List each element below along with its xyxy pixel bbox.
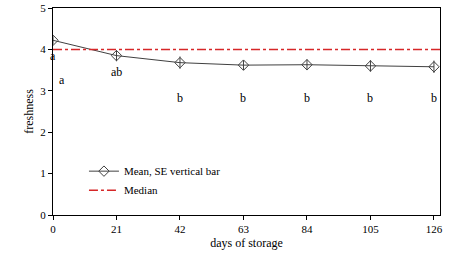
svg-text:0: 0	[40, 209, 46, 221]
svg-text:b: b	[304, 91, 310, 105]
svg-text:3: 3	[40, 85, 46, 97]
svg-text:days of storage: days of storage	[210, 236, 283, 250]
svg-text:4: 4	[40, 43, 46, 55]
svg-text:freshness: freshness	[22, 89, 36, 134]
svg-text:63: 63	[238, 223, 250, 235]
svg-text:21: 21	[111, 223, 122, 235]
svg-text:a: a	[50, 49, 56, 63]
svg-text:a: a	[59, 73, 65, 87]
svg-text:b: b	[367, 91, 373, 105]
svg-text:ab: ab	[111, 65, 122, 79]
svg-text:0: 0	[50, 223, 56, 235]
svg-text:b: b	[177, 91, 183, 105]
svg-text:42: 42	[174, 223, 185, 235]
svg-text:Mean, SE vertical bar: Mean, SE vertical bar	[124, 165, 220, 177]
svg-text:126: 126	[426, 223, 443, 235]
svg-text:2: 2	[40, 126, 46, 138]
svg-text:5: 5	[40, 2, 46, 14]
svg-text:1: 1	[40, 167, 46, 179]
svg-text:Median: Median	[124, 184, 158, 196]
svg-text:84: 84	[301, 223, 313, 235]
svg-text:b: b	[431, 91, 437, 105]
svg-text:b: b	[240, 91, 246, 105]
svg-text:105: 105	[362, 223, 379, 235]
